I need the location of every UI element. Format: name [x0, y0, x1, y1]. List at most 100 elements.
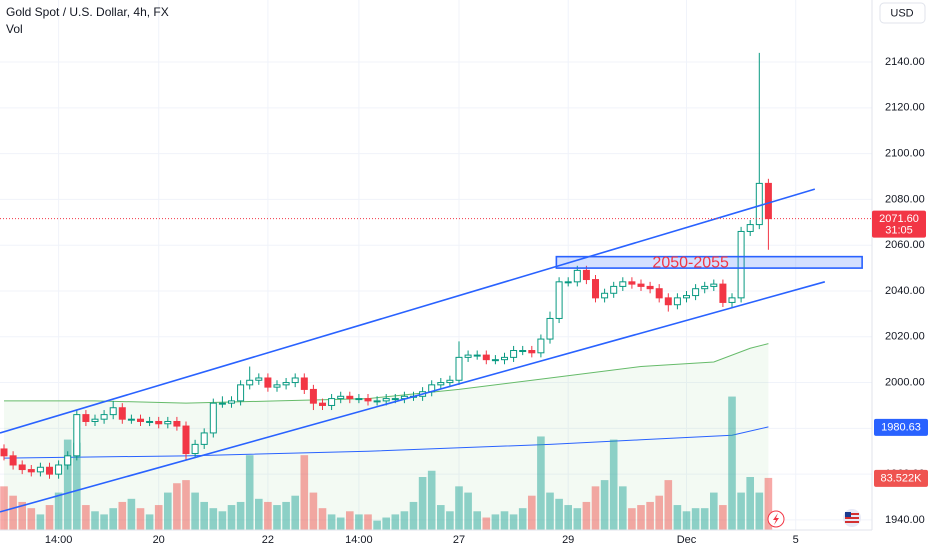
candle-body: [555, 281, 563, 319]
candle-body: [55, 464, 63, 475]
candle-body: [501, 356, 508, 361]
x-tick-label: 14:00: [345, 534, 373, 546]
candle-body: [564, 281, 572, 284]
volume-bar: [373, 520, 381, 530]
volume-bar: [719, 505, 727, 530]
icon-stripe: [845, 521, 859, 523]
candle-body: [746, 224, 754, 232]
candle-body: [437, 382, 445, 386]
candle-body: [27, 469, 35, 473]
volume-bar: [318, 508, 327, 530]
candle-body: [737, 230, 745, 299]
candle-body: [764, 182, 772, 220]
lightning-icon[interactable]: [767, 510, 785, 528]
volume-bar: [509, 514, 518, 530]
candle-body: [218, 402, 226, 405]
candle-body: [319, 402, 326, 406]
volume-bar: [182, 480, 190, 530]
volume-bar: [619, 486, 627, 530]
volume-bar: [691, 508, 700, 530]
volume-bar: [145, 514, 154, 530]
volume-bar: [746, 477, 754, 530]
volume-bar: [528, 495, 536, 530]
volume-bar: [82, 505, 90, 530]
candle-body: [364, 398, 372, 402]
candle-body: [728, 297, 736, 303]
volume-bar: [0, 486, 8, 530]
candle-body: [355, 398, 363, 401]
candle-body: [391, 398, 399, 401]
candle-body: [291, 377, 299, 384]
volume-bar: [346, 511, 354, 530]
volume-bar: [291, 495, 299, 530]
candle-body: [528, 350, 536, 354]
volume-bar: [455, 486, 463, 530]
x-tick-label: 14:00: [45, 534, 73, 546]
candle-body: [582, 269, 590, 281]
volume-bar: [309, 492, 318, 530]
volume-bar: [218, 511, 227, 530]
volume-bar: [491, 514, 500, 530]
volume-bar: [400, 511, 409, 530]
volume-bar: [546, 492, 554, 530]
candle-body: [719, 283, 727, 303]
x-tick-label: Dec: [677, 534, 697, 546]
volume-bar: [63, 439, 72, 530]
candle-body: [537, 338, 545, 354]
candle-body: [237, 384, 245, 402]
candle-body: [692, 288, 700, 297]
candle-body: [73, 414, 81, 457]
countdown-label: 31:05: [885, 225, 913, 237]
candle-body: [637, 283, 645, 287]
volume-bar: [728, 396, 736, 530]
icon-canton: [845, 512, 851, 517]
volume-value-label: 83.522K: [881, 472, 923, 484]
candle-body: [127, 418, 135, 421]
y-tick-label: 2060.00: [885, 239, 925, 251]
volume-bar: [518, 508, 527, 530]
candle-body: [282, 382, 290, 386]
volume-bar: [364, 514, 372, 530]
candle-body: [18, 464, 26, 471]
candle-body: [473, 354, 481, 357]
volume-bar: [710, 492, 718, 530]
candle-body: [118, 407, 126, 420]
volume-bar: [127, 498, 136, 530]
flag-icon[interactable]: [843, 509, 861, 527]
candle-body: [510, 350, 518, 358]
volume-bar: [382, 517, 390, 530]
volume-bar: [109, 508, 117, 530]
candle-body: [628, 281, 636, 285]
volume-bar: [600, 480, 609, 530]
x-tick-label: 29: [562, 534, 574, 546]
volume-bar: [36, 514, 45, 530]
volume-bar: [154, 505, 163, 530]
volume-value-box: [874, 469, 928, 487]
volume-bar: [664, 480, 673, 530]
candle-body: [91, 418, 99, 422]
candle-body: [64, 455, 72, 466]
candle-body: [164, 420, 172, 425]
volume-bar: [655, 495, 663, 530]
indicator-value-label: 1980.63: [881, 421, 921, 433]
candle-body: [209, 402, 217, 434]
x-tick-label: 20: [153, 534, 165, 546]
volume-bar: [54, 492, 63, 530]
y-tick-label: 2020.00: [885, 331, 925, 343]
trend-line: [0, 281, 826, 513]
y-tick-label: 1940.00: [885, 514, 925, 526]
x-tick-label: 27: [453, 534, 465, 546]
candle-body: [673, 297, 681, 306]
y-tick-label: 2000.00: [885, 376, 925, 388]
volume-bar: [264, 501, 272, 530]
candle-body: [200, 432, 208, 445]
candle-body: [109, 407, 117, 416]
candle-body: [300, 377, 308, 390]
volume-bar: [9, 495, 17, 530]
volume-bar: [700, 508, 709, 530]
volume-bar: [437, 505, 445, 530]
candle-body: [446, 379, 454, 384]
currency-button[interactable]: [879, 2, 926, 24]
volume-bar: [100, 514, 108, 530]
